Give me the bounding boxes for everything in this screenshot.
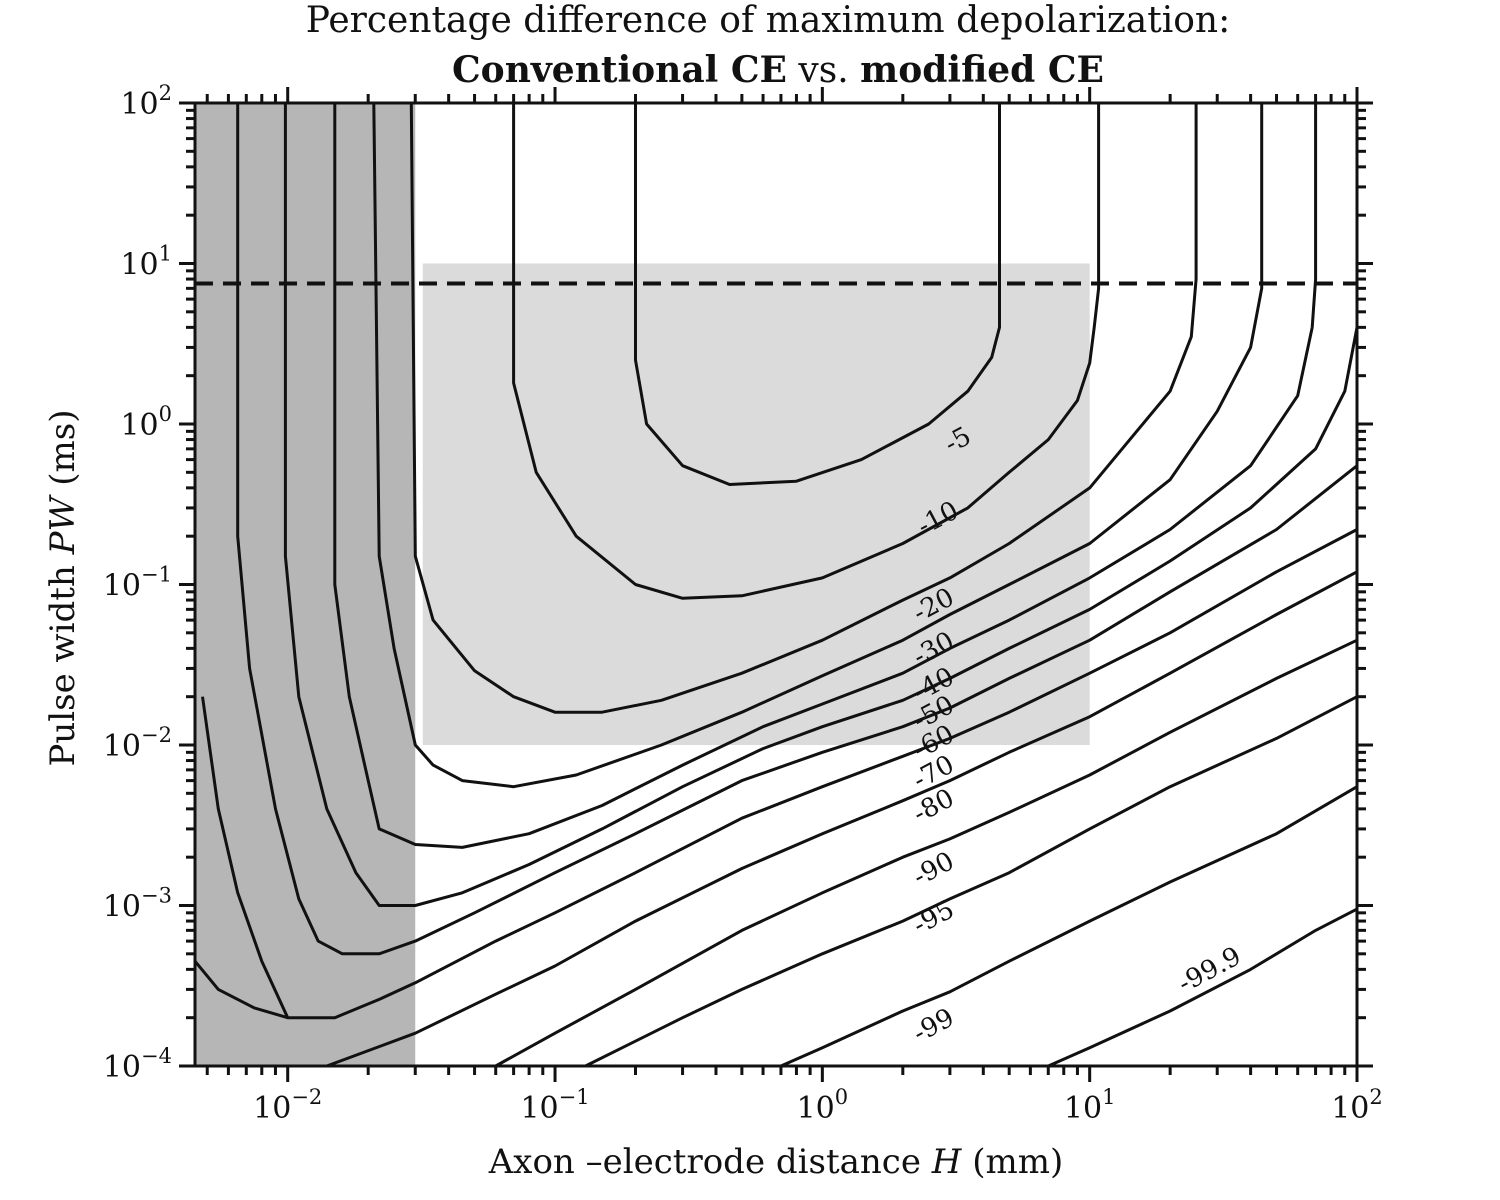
central-region xyxy=(422,263,1090,745)
x-tick-base: 10 xyxy=(253,1091,291,1126)
axis-ticks xyxy=(179,87,1373,1082)
contour-line xyxy=(333,103,1318,849)
y-tick-base: 10 xyxy=(103,569,141,604)
contour-line xyxy=(494,638,1358,1068)
plot-area: -5-10-20-30-40-50-60-70-80-90-95-99-99.9 xyxy=(179,87,1373,1082)
y-tick-exponent: 2 xyxy=(159,81,172,105)
y-axis-label-var: PW xyxy=(43,493,83,555)
contour-label-group: -99 xyxy=(908,1003,959,1049)
y-tick-exponent: −2 xyxy=(141,723,172,747)
y-tick-label: 10−1 xyxy=(103,563,172,604)
contour-line xyxy=(780,785,1358,1068)
y-tick-base: 10 xyxy=(103,890,141,925)
x-axis-label-unit: (mm) xyxy=(961,1142,1063,1182)
y-tick-label: 100 xyxy=(120,402,172,443)
contour-line xyxy=(236,103,1358,956)
x-tick-label: 10−1 xyxy=(520,1085,589,1126)
contour-label-group: -90 xyxy=(908,846,959,892)
y-tick-exponent: 1 xyxy=(159,242,172,266)
x-axis-label: Axon –electrode distance H (mm) xyxy=(488,1142,1064,1182)
contour-lines xyxy=(193,102,1359,1068)
x-tick-label: 10−2 xyxy=(253,1085,322,1126)
y-tick-label: 101 xyxy=(120,242,172,283)
x-tick-label: 102 xyxy=(1331,1085,1383,1126)
x-tick-base: 10 xyxy=(797,1091,835,1126)
x-tick-exponent: −2 xyxy=(291,1085,322,1109)
chart-title-line1: Percentage difference of maximum depolar… xyxy=(306,0,1230,41)
y-tick-label: 10−4 xyxy=(103,1044,172,1085)
y-tick-exponent: 0 xyxy=(159,402,172,426)
y-tick-label: 10−2 xyxy=(103,723,172,764)
contour-line xyxy=(201,528,1358,1020)
contour-line xyxy=(1047,907,1358,1068)
y-tick-label: 102 xyxy=(120,81,172,122)
x-axis-label-text: Axon –electrode distance xyxy=(488,1142,932,1182)
y-tick-base: 10 xyxy=(103,1050,141,1085)
title-bold-conventional: Conventional CE xyxy=(452,49,787,91)
y-tick-label: 10−3 xyxy=(103,884,172,925)
x-tick-exponent: 1 xyxy=(1102,1085,1115,1109)
contour-line xyxy=(584,695,1358,1068)
y-axis-label-unit: (ms) xyxy=(43,410,83,497)
x-tick-labels: 10−2 10−1 100 101 102 xyxy=(253,1085,1383,1126)
chart-title-line2: Conventional CE vs. modified CE xyxy=(452,49,1104,91)
contour-line xyxy=(409,102,1198,714)
contour-line xyxy=(283,103,1359,907)
x-tick-base: 10 xyxy=(1331,1091,1369,1126)
small-distance-region xyxy=(195,103,416,1066)
x-tick-exponent: 0 xyxy=(835,1085,848,1109)
y-tick-base: 10 xyxy=(120,248,158,283)
x-tick-label: 101 xyxy=(1064,1085,1116,1126)
y-tick-exponent: −3 xyxy=(141,884,172,908)
title-separator: vs. xyxy=(787,50,860,91)
x-tick-exponent: 2 xyxy=(1369,1085,1382,1109)
x-tick-label: 100 xyxy=(797,1085,849,1126)
contour-line xyxy=(326,570,1358,1068)
x-tick-base: 10 xyxy=(1064,1091,1102,1126)
shaded-regions xyxy=(195,103,1090,1066)
y-tick-base: 10 xyxy=(120,408,158,443)
contour-line xyxy=(512,103,1101,600)
title-bold-modified: modified CE xyxy=(860,49,1104,91)
y-tick-exponent: −1 xyxy=(141,563,172,587)
x-tick-exponent: −1 xyxy=(559,1085,590,1109)
y-tick-base: 10 xyxy=(120,87,158,122)
y-tick-base: 10 xyxy=(103,729,141,764)
contour-line xyxy=(634,103,1001,486)
contour-line xyxy=(372,102,1264,789)
y-axis-label-text: Pulse width xyxy=(43,554,83,766)
contour-line xyxy=(193,960,289,1020)
x-tick-base: 10 xyxy=(520,1091,558,1126)
contour-label-group: -95 xyxy=(908,895,959,941)
x-axis-label-var: H xyxy=(931,1142,963,1182)
y-axis-label: Pulse width PW (ms) xyxy=(43,410,83,767)
y-tick-exponent: −4 xyxy=(141,1044,172,1068)
